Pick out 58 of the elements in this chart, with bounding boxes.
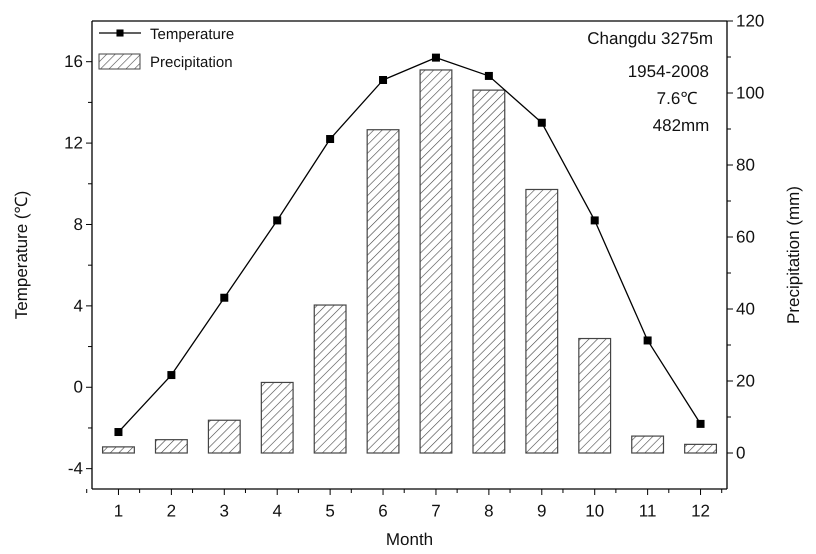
point xyxy=(644,336,652,344)
x-tick-label: 5 xyxy=(325,502,335,521)
x-tick-label: 9 xyxy=(537,502,547,521)
bar xyxy=(578,338,612,454)
x-tick-label: 4 xyxy=(272,502,282,521)
point xyxy=(326,135,334,144)
y2-tick-label: 0 xyxy=(736,443,746,462)
x-tick-label: 7 xyxy=(431,502,441,521)
bar xyxy=(472,90,506,454)
y2-tick-label: 20 xyxy=(736,371,755,390)
y2-tick-label: 60 xyxy=(736,227,755,246)
y-tick-label: 12 xyxy=(64,134,83,153)
x-tick-label: 3 xyxy=(220,502,230,521)
x-tick-label: 2 xyxy=(166,502,176,521)
bar xyxy=(419,69,452,454)
bar xyxy=(525,188,558,454)
x-tick-label: 10 xyxy=(585,502,604,521)
annotation: 7.6℃ xyxy=(656,89,698,108)
y2-tick-label: 100 xyxy=(736,83,764,102)
annotation: 482mm xyxy=(652,116,710,135)
y2-tick-label: 40 xyxy=(736,299,755,318)
x-tick-label: 1 xyxy=(114,502,124,521)
y2-tick-label: 80 xyxy=(736,155,755,174)
bar xyxy=(684,444,718,454)
y-tick-label: 16 xyxy=(64,52,83,72)
point xyxy=(114,428,122,436)
point xyxy=(484,72,493,80)
point xyxy=(167,371,176,380)
bar xyxy=(102,446,135,454)
point xyxy=(379,76,388,84)
bar xyxy=(208,420,241,454)
bar xyxy=(366,129,400,454)
x-tick-label: 6 xyxy=(378,502,388,521)
x-tick-label: 8 xyxy=(484,502,494,521)
legend-label: Precipitation xyxy=(150,54,233,71)
annotation: Changdu 3275m xyxy=(587,29,713,48)
y-tick-label: 4 xyxy=(74,296,83,316)
y-axis-title: Temperature (℃) xyxy=(12,190,31,320)
y2-axis-title: Precipitation (mm) xyxy=(784,186,803,324)
bar xyxy=(631,435,664,454)
y-tick-label: 8 xyxy=(74,214,83,234)
point xyxy=(220,294,228,302)
legend-label: Temperature xyxy=(150,26,234,43)
x-tick-label: 12 xyxy=(691,502,710,521)
point xyxy=(696,420,705,428)
y-tick-label: 0 xyxy=(74,378,83,397)
y2-tick-label: 120 xyxy=(736,11,764,30)
bar xyxy=(154,439,188,454)
point xyxy=(538,118,546,127)
point xyxy=(432,54,440,62)
bar xyxy=(260,382,294,454)
point xyxy=(273,216,282,224)
annotation: 1954-2008 xyxy=(628,62,709,81)
point xyxy=(590,216,599,224)
bar xyxy=(314,304,347,454)
x-tick-label: 11 xyxy=(638,502,656,521)
x-axis-title: Month xyxy=(386,530,434,549)
y-tick-label: -4 xyxy=(68,459,83,478)
